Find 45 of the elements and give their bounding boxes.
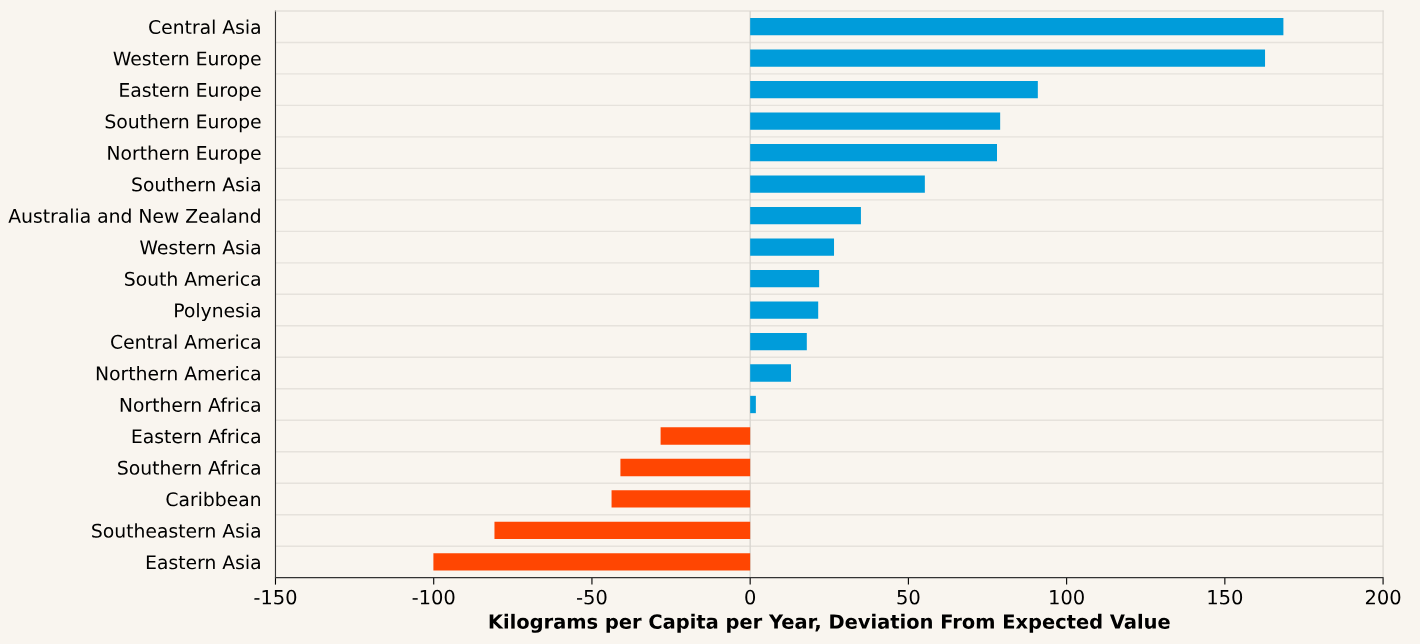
y-tick-label: Central America — [111, 334, 260, 349]
x-tick-label: 50 — [897, 589, 920, 605]
x-tick-label: -150 — [254, 589, 297, 605]
bar — [750, 238, 835, 256]
x-axis-title: Kilograms per Capita per Year, Deviation From Expected Value — [489, 613, 1170, 633]
bar — [750, 301, 819, 319]
x-tick-label: -50 — [577, 589, 607, 605]
y-tick-label: Eastern Asia — [146, 554, 260, 570]
y-tick-label: Southeastern Asia — [92, 523, 260, 538]
y-tick-label: Central Asia — [149, 19, 260, 35]
bar — [620, 458, 751, 477]
y-tick-label: Western Europe — [113, 51, 261, 70]
bar — [750, 175, 925, 193]
bar — [660, 427, 751, 445]
x-tick-label: 0 — [745, 589, 756, 605]
y-tick-label: Australia and New Zealand — [8, 208, 260, 223]
y-tick-label: Southern Africa — [118, 460, 260, 475]
bar — [750, 81, 1038, 99]
y-tick-label: Southern Asia — [132, 176, 260, 192]
x-tick-label: 150 — [1208, 589, 1243, 605]
y-tick-label: South America — [125, 271, 260, 286]
bar — [494, 521, 751, 540]
bar — [750, 364, 791, 382]
bar — [750, 18, 1284, 36]
y-tick-label: Polynesia — [175, 302, 260, 322]
bar — [750, 49, 1266, 67]
y-tick-label: Northern Africa — [120, 397, 260, 412]
y-tick-label: Northern America — [96, 365, 260, 381]
y-tick-label: Northern Europe — [108, 145, 261, 164]
y-tick-label: Eastern Africa — [132, 428, 260, 444]
y-tick-label: Western Asia — [140, 239, 260, 255]
bar — [750, 269, 820, 288]
bar — [750, 332, 807, 351]
y-tick-label: Caribbean — [166, 491, 260, 507]
x-tick-label: 200 — [1365, 589, 1401, 605]
bar — [611, 490, 751, 508]
y-tick-label: Southern Europe — [105, 114, 261, 133]
bar — [750, 206, 861, 225]
x-tick-label: 100 — [1050, 589, 1084, 605]
bar — [750, 112, 1001, 130]
y-tick-label: Eastern Europe — [120, 83, 261, 101]
bar — [750, 395, 756, 414]
bar — [750, 143, 997, 162]
bar — [433, 553, 751, 571]
x-tick-label: -100 — [412, 589, 455, 605]
